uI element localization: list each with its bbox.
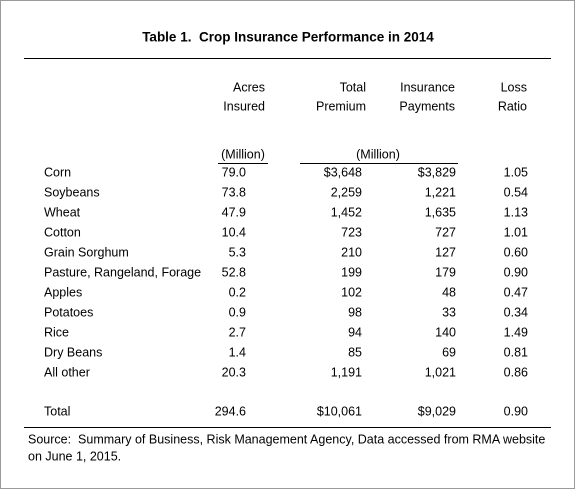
column-header: Insurance <box>400 80 455 94</box>
row-label: Soybeans <box>44 185 100 199</box>
cell: 723 <box>341 225 362 239</box>
cell: 2.7 <box>229 325 246 339</box>
cell: 210 <box>341 245 362 259</box>
cell: 102 <box>341 285 362 299</box>
cell: $3,829 <box>418 165 456 179</box>
cell: 5.3 <box>229 245 246 259</box>
row-label: Grain Sorghum <box>44 245 129 259</box>
cell: $3,648 <box>324 165 362 179</box>
cell: 0.54 <box>504 185 528 199</box>
cell: 0.81 <box>504 345 528 359</box>
cell: 1.4 <box>229 345 246 359</box>
column-header: Loss <box>501 80 527 94</box>
unit-label: (Million) <box>356 147 400 161</box>
cell: 294.6 <box>215 404 246 418</box>
cell: 127 <box>435 245 456 259</box>
cell: 0.34 <box>504 305 528 319</box>
cell: 140 <box>435 325 456 339</box>
cell: 0.90 <box>504 404 528 418</box>
cell: 1.13 <box>504 205 528 219</box>
row-label: Dry Beans <box>44 345 102 359</box>
source-note: on June 1, 2015. <box>28 449 121 463</box>
row-label: Wheat <box>44 205 81 219</box>
column-header: Payments <box>399 99 455 113</box>
cell: 47.9 <box>222 205 246 219</box>
cell: 0.86 <box>504 365 528 379</box>
cell: 94 <box>348 325 362 339</box>
column-header: Premium <box>316 99 366 113</box>
cell: 2,259 <box>331 185 362 199</box>
row-label: Rice <box>44 325 69 339</box>
cell: 52.8 <box>222 265 246 279</box>
cell: 0.9 <box>229 305 246 319</box>
cell: 85 <box>348 345 362 359</box>
column-header: Insured <box>223 99 265 113</box>
cell: 20.3 <box>222 365 246 379</box>
cell: 0.60 <box>504 245 528 259</box>
row-label: All other <box>44 365 90 379</box>
cell: 727 <box>435 225 456 239</box>
cell: 10.4 <box>222 225 246 239</box>
row-label: Total <box>44 404 70 418</box>
cell: 1,452 <box>331 205 362 219</box>
column-header: Ratio <box>498 99 527 113</box>
cell: 1.49 <box>504 325 528 339</box>
cell: $9,029 <box>418 404 456 418</box>
row-label: Apples <box>44 285 82 299</box>
cell: 0.2 <box>229 285 246 299</box>
row-label: Pasture, Rangeland, Forage <box>44 265 201 279</box>
cell: 48 <box>442 285 456 299</box>
row-label: Cotton <box>44 225 81 239</box>
cell: 73.8 <box>222 185 246 199</box>
cell: 199 <box>341 265 362 279</box>
cell: 1,021 <box>425 365 456 379</box>
cell: $10,061 <box>317 404 362 418</box>
cell: 1,221 <box>425 185 456 199</box>
cell: 33 <box>442 305 456 319</box>
cell: 1,191 <box>331 365 362 379</box>
row-label: Corn <box>44 165 71 179</box>
cell: 1.05 <box>504 165 528 179</box>
row-label: Potatoes <box>44 305 93 319</box>
cell: 79.0 <box>222 165 246 179</box>
cell: 1,635 <box>425 205 456 219</box>
source-note: Source: Summary of Business, Risk Manage… <box>28 432 545 446</box>
column-header: Acres <box>233 80 265 94</box>
cell: 179 <box>435 265 456 279</box>
cell: 98 <box>348 305 362 319</box>
table-title: Table 1. Crop Insurance Performance in 2… <box>142 30 434 45</box>
unit-label: (Million) <box>221 147 265 161</box>
column-header: Total <box>340 80 366 94</box>
cell: 0.47 <box>504 285 528 299</box>
cell: 1.01 <box>504 225 528 239</box>
cell: 69 <box>442 345 456 359</box>
cell: 0.90 <box>504 265 528 279</box>
